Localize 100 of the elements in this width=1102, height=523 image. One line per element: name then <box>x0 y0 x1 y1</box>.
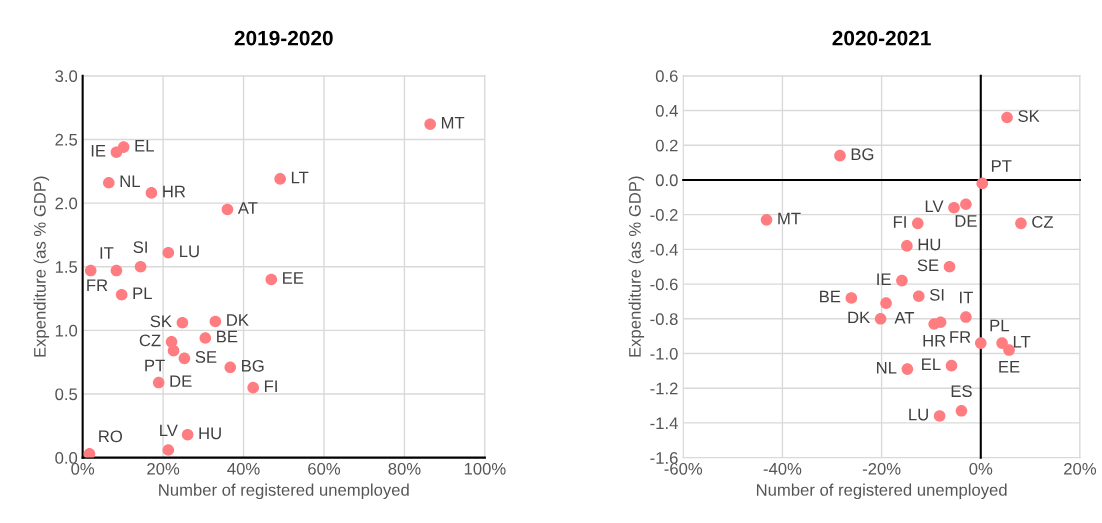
point <box>274 173 286 185</box>
y-axis-title: Expenditure (as % GDP) <box>628 176 645 357</box>
point <box>115 288 128 301</box>
point <box>102 176 115 189</box>
point <box>933 410 946 422</box>
data-label: LV <box>160 424 178 437</box>
y-tick-label: 1.0 <box>55 324 78 337</box>
y-tick-label: 3.0 <box>55 70 78 83</box>
data-label: DK <box>848 311 870 324</box>
data-label: IE <box>877 273 891 285</box>
y-tick-label: 0.0 <box>655 174 678 187</box>
point <box>1001 111 1013 124</box>
data-label: IE <box>91 145 106 157</box>
point <box>110 264 123 277</box>
point <box>943 260 956 273</box>
point <box>976 177 989 190</box>
data-label: PT <box>145 359 165 372</box>
data-label: BG <box>851 148 874 161</box>
x-tick-label: 20% <box>1064 462 1097 475</box>
y-tick-label: 0.5 <box>55 388 78 401</box>
y-tick-label: 0.4 <box>655 104 678 117</box>
point <box>955 404 968 417</box>
data-label: FR <box>87 279 108 291</box>
data-label: AT <box>894 312 915 324</box>
point <box>181 428 194 441</box>
data-label: LT <box>291 171 309 184</box>
y-tick-label: -1.6 <box>650 452 678 464</box>
x-tick-label: -60% <box>664 462 703 475</box>
data-label: ES <box>951 385 972 398</box>
chart-title: 2019-2020 <box>234 30 333 46</box>
data-label: IT <box>960 291 973 304</box>
point <box>162 444 175 456</box>
point <box>209 315 222 328</box>
data-label: PL <box>133 287 152 300</box>
point <box>1003 344 1015 356</box>
y-tick-label: 1.5 <box>55 261 78 273</box>
data-label: CZ <box>1032 216 1054 228</box>
x-tick-label: 60% <box>308 462 341 475</box>
data-label: LU <box>909 408 928 421</box>
x-tick-label: 80% <box>388 462 421 475</box>
data-label: CZ <box>139 334 161 347</box>
data-label: BE <box>217 330 238 343</box>
data-label: MT <box>441 117 465 129</box>
point <box>974 337 987 349</box>
point <box>948 201 960 214</box>
x-axis-title: Number of registered unemployed <box>159 483 409 500</box>
point <box>145 187 158 199</box>
data-label: SI <box>929 288 944 301</box>
data-label: SE <box>917 259 939 272</box>
point <box>152 376 165 389</box>
data-label: PL <box>990 319 1009 332</box>
y-axis-title: Expenditure (as % GDP) <box>33 176 50 357</box>
x-tick-label: -40% <box>763 462 802 475</box>
data-label: EE <box>999 361 1020 373</box>
data-label: EL <box>135 139 154 152</box>
data-label: FI <box>893 216 906 228</box>
x-tick-label: -20% <box>862 462 901 475</box>
y-tick-label: 2.0 <box>55 197 78 210</box>
y-tick-label: 0.0 <box>55 452 78 464</box>
point <box>834 149 846 162</box>
x-tick-label: 20% <box>147 462 180 475</box>
point <box>996 337 1008 349</box>
y-tick-label: -1.2 <box>650 382 678 395</box>
data-label: PT <box>991 160 1012 172</box>
data-label: HR <box>923 335 946 347</box>
point <box>265 273 278 286</box>
y-tick-label: -0.2 <box>650 209 678 221</box>
point <box>162 246 175 259</box>
data-label: NL <box>877 361 897 374</box>
y-tick-label: -1.0 <box>650 347 678 360</box>
point <box>221 203 234 216</box>
point <box>424 118 436 131</box>
data-label: NL <box>120 175 140 188</box>
point <box>901 240 913 252</box>
data-label: SI <box>133 241 147 254</box>
y-tick-label: -0.4 <box>650 243 678 256</box>
point <box>84 264 97 277</box>
data-label: FI <box>264 380 277 392</box>
point <box>911 217 924 230</box>
data-label: LT <box>1013 335 1031 348</box>
point <box>199 332 212 344</box>
point <box>960 311 972 323</box>
data-label: DE <box>955 215 977 227</box>
x-tick-label: 0% <box>969 462 993 475</box>
data-label: AT <box>237 202 258 214</box>
x-tick-label: 40% <box>227 462 260 475</box>
point <box>912 290 925 303</box>
y-tick-label: -1.4 <box>650 417 678 429</box>
data-label: BG <box>242 359 264 372</box>
y-tick-label: -0.6 <box>650 278 678 291</box>
data-label: HU <box>199 427 221 440</box>
point <box>167 344 180 357</box>
data-label: LV <box>925 200 944 213</box>
data-label: DK <box>227 314 249 326</box>
point <box>901 363 914 375</box>
point <box>178 352 191 365</box>
point <box>134 260 147 273</box>
data-label: DE <box>170 375 192 387</box>
data-label: RO <box>99 430 123 443</box>
data-label: SK <box>1018 110 1040 122</box>
